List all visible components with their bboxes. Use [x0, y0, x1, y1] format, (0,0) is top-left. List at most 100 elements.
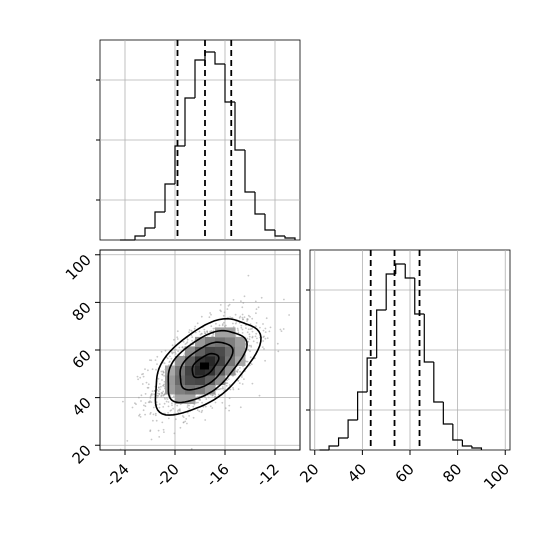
scatter-point [211, 394, 214, 397]
scatter-point [255, 325, 257, 328]
scatter-point [149, 400, 151, 402]
x-tick-label: 80 [439, 460, 465, 486]
scatter-point [201, 333, 203, 335]
scatter-point [228, 384, 231, 386]
scatter-point [225, 324, 227, 327]
scatter-point [144, 393, 147, 395]
scatter-point [140, 394, 143, 397]
scatter-point [154, 412, 157, 415]
scatter-point [207, 396, 210, 399]
scatter-point [155, 419, 158, 422]
density-peak [200, 362, 209, 370]
hist-bin [442, 402, 453, 425]
scatter-point [192, 405, 195, 408]
hist-x-grid [100, 40, 300, 240]
scatter-point [152, 406, 155, 409]
scatter-point [242, 302, 245, 304]
scatter-point [191, 339, 194, 342]
hist-bin [154, 211, 165, 228]
density-cell [195, 365, 206, 376]
scatter-point [186, 404, 189, 406]
scatter-point [160, 350, 163, 353]
scatter-point [181, 346, 184, 348]
scatter-point [254, 357, 256, 360]
hist-bin [376, 309, 387, 358]
scatter-point [172, 407, 175, 410]
scatter-point [150, 438, 153, 441]
scatter-point [157, 392, 159, 395]
histogram-panel-y: 20 40 60 80 100 [296, 249, 513, 493]
scatter-point [142, 409, 145, 412]
scatter-point [194, 331, 197, 334]
density-cell [195, 375, 206, 385]
scatter-point [263, 335, 265, 338]
scatter-point [145, 381, 148, 384]
density-cell [185, 375, 196, 385]
x-tick-label: -12 [253, 460, 283, 490]
scatter-point [147, 383, 150, 386]
scatter-point [234, 313, 237, 316]
scatter-point [198, 330, 201, 333]
histogram-panel-x [96, 39, 301, 241]
hist-bin [214, 52, 225, 65]
scatter-point [158, 436, 161, 438]
scatter-point [162, 371, 165, 374]
scatter-point [186, 338, 189, 341]
scatter-point [221, 387, 224, 390]
scatter-point [174, 351, 177, 354]
scatter-point [171, 404, 173, 407]
hist-bin [328, 445, 339, 450]
scatter-point [192, 416, 195, 419]
density-cell [195, 346, 206, 357]
scatter-point [167, 411, 170, 414]
scatter-point [241, 328, 244, 331]
scatter-point [254, 335, 257, 338]
contour-level [154, 317, 262, 416]
hist-bin [385, 273, 396, 310]
scatter-point [149, 397, 152, 399]
scatter-point [262, 340, 265, 342]
scatter-point [162, 394, 165, 397]
hist-bin [452, 424, 463, 441]
scatter-point [142, 375, 145, 378]
scatter-point [250, 344, 252, 347]
scatter-point [257, 306, 260, 309]
scatter-point [227, 378, 230, 380]
scatter-point [248, 344, 251, 347]
x-tick-label: -20 [153, 460, 183, 490]
scatter-point [238, 382, 241, 384]
hist-bin [404, 264, 415, 279]
density-cell [215, 356, 226, 366]
scatter-point [226, 379, 228, 382]
hist-bin [395, 263, 406, 274]
scatter-point [209, 330, 212, 333]
scatter-point [183, 346, 186, 349]
scatter-point [232, 322, 234, 325]
scatter-point [158, 383, 161, 385]
scatter-point [176, 336, 179, 339]
scatter-point [139, 376, 142, 379]
scatter-point [166, 357, 169, 360]
scatter-point [241, 316, 244, 319]
scatter-point [155, 368, 157, 371]
scatter-point [223, 321, 225, 324]
hist-bin [174, 145, 185, 184]
density-cell [235, 346, 246, 357]
scatter-point [218, 324, 221, 327]
density-cell [215, 327, 226, 338]
scatter-point [196, 322, 199, 325]
scatter-point [156, 396, 159, 399]
y-tick-label: 40 [69, 394, 95, 420]
scatter-point [243, 295, 246, 298]
scatter-point [185, 418, 188, 420]
scatter-point [213, 396, 216, 398]
scatter-point [163, 383, 166, 386]
scatter-point [232, 388, 235, 391]
scatter-point [240, 300, 242, 303]
scatter-point [247, 314, 250, 317]
hist-x-quantiles [176, 40, 233, 240]
scatter-point [178, 409, 181, 411]
scatter-point [176, 330, 179, 333]
scatter-point [236, 327, 239, 330]
scatter-point [162, 428, 165, 431]
